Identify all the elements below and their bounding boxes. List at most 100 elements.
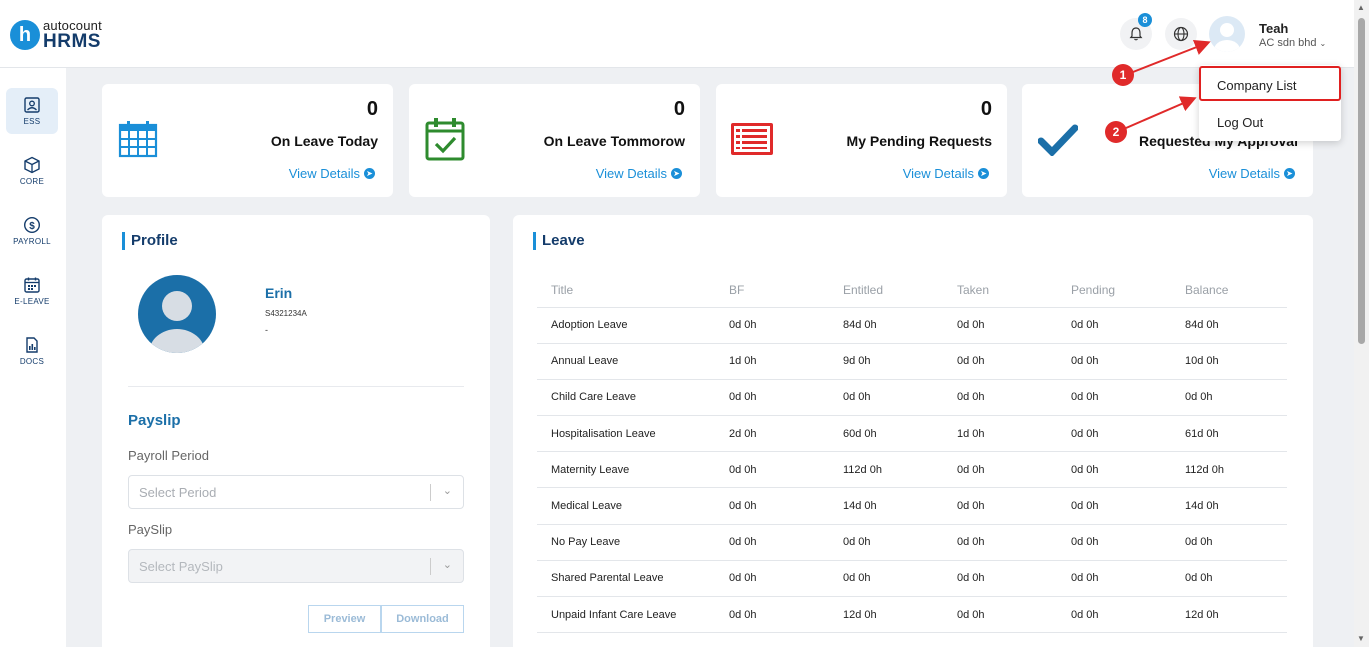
leave-value-cell: 61d 0h [1171, 415, 1287, 453]
stat-card-pending-requests: 0 My Pending Requests View Details ➤ [716, 84, 1007, 197]
download-button[interactable]: Download [381, 605, 464, 633]
leave-value-cell: 0d 0h [715, 524, 829, 561]
sidebar-label: E-LEAVE [14, 297, 50, 306]
leave-value-cell: 112d 0h [1171, 451, 1287, 489]
leave-value-cell: 2d 0h [715, 415, 829, 453]
chevron-down-icon: ⌄ [1319, 39, 1327, 48]
user-company[interactable]: AC sdn bhd ⌄ [1259, 37, 1326, 49]
docs-icon [26, 337, 38, 353]
view-details-label: View Details [902, 166, 974, 181]
divider [128, 386, 464, 387]
leave-value-cell: 0d 0h [1057, 524, 1171, 561]
leave-value-cell: 0d 0h [1171, 379, 1287, 417]
svg-text:$: $ [29, 221, 35, 232]
table-row: Unpaid Infant Care Leave 0d 0h 12d 0h 0d 0h… [537, 596, 1287, 634]
stat-title: On Leave Tommorow [543, 133, 685, 149]
leave-value-cell: 0d 0h [943, 487, 1057, 525]
page-scrollbar[interactable]: ▲ ▼ [1354, 0, 1369, 647]
stat-title: On Leave Today [270, 133, 378, 149]
leave-type-cell: Medical Leave [537, 487, 715, 525]
select-separator [430, 558, 431, 575]
user-avatar[interactable] [1209, 16, 1245, 52]
select-placeholder: Select Period [139, 485, 217, 500]
leave-value-cell: 0d 0h [943, 307, 1057, 344]
sidebar-item-payroll[interactable]: $ PAYROLL [6, 208, 58, 254]
arrow-1 [1132, 39, 1211, 73]
sidebar-item-docs[interactable]: DOCS [6, 328, 58, 374]
leave-value-cell: 0d 0h [715, 451, 829, 489]
leave-value-cell: 0d 0h [943, 343, 1057, 380]
leave-value-cell: 1d 0h [943, 415, 1057, 453]
arrow-right-icon: ➤ [978, 168, 989, 179]
user-company-label: AC sdn bhd [1259, 37, 1317, 49]
core-icon [24, 156, 40, 174]
leave-card: Leave Title BF Entitled Taken Pending Ba… [513, 215, 1313, 647]
sidebar-label: DOCS [19, 357, 45, 366]
column-header: Title [537, 273, 715, 308]
scroll-down-icon[interactable]: ▼ [1357, 634, 1365, 643]
leave-value-cell: 10d 0h [1171, 343, 1287, 380]
app-logo[interactable]: h autocount HRMS [10, 19, 102, 51]
chevron-down-icon: ⌄ [442, 485, 452, 497]
select-separator [430, 484, 431, 501]
leave-value-cell: 84d 0h [1171, 307, 1287, 344]
sidebar-item-ess[interactable]: ESS [6, 88, 58, 134]
scroll-up-icon[interactable]: ▲ [1357, 3, 1365, 12]
leave-value-cell: 0d 0h [1057, 307, 1171, 344]
view-details-link[interactable]: View Details ➤ [596, 166, 682, 181]
notification-button[interactable]: 8 [1120, 13, 1152, 50]
arrow-right-icon: ➤ [364, 168, 375, 179]
scroll-thumb[interactable] [1358, 18, 1365, 344]
leave-type-cell: Unpaid Infant Care Leave [537, 596, 715, 634]
stat-icon-wrap [425, 117, 465, 166]
view-details-link[interactable]: View Details ➤ [903, 166, 989, 181]
leave-value-cell: 0d 0h [1057, 560, 1171, 598]
callout-1: 1 [1112, 64, 1134, 86]
table-row: Shared Parental Leave 0d 0h 0d 0h 0d 0h 0d 0… [537, 560, 1287, 598]
leave-value-cell: 0d 0h [943, 524, 1057, 561]
leave-value-cell: 1d 0h [715, 343, 829, 380]
leave-value-cell: 9d 0h [829, 343, 943, 380]
view-details-label: View Details [1208, 166, 1280, 181]
leave-value-cell: 0d 0h [1057, 379, 1171, 417]
menu-item-company-list[interactable]: Company List [1217, 78, 1297, 93]
menu-item-log-out[interactable]: Log Out [1217, 115, 1264, 130]
leave-table-body: Adoption Leave 0d 0h 84d 0h 0d 0h 0d 0h 84d 0… [537, 307, 1287, 634]
leave-type-cell: Maternity Leave [537, 451, 715, 489]
leave-value-cell: 0d 0h [943, 379, 1057, 417]
sidebar-item-e-leave[interactable]: E-LEAVE [6, 268, 58, 314]
leave-section-title: Leave [533, 232, 585, 250]
leave-value-cell: 0d 0h [715, 379, 829, 417]
logo-bottom-text: HRMS [43, 31, 101, 52]
leave-value-cell: 0d 0h [715, 560, 829, 598]
notification-badge: 8 [1138, 13, 1152, 27]
payroll-period-select[interactable]: Select Period ⌄ [128, 475, 464, 509]
table-row: No Pay Leave 0d 0h 0d 0h 0d 0h 0d 0h 0d 0h [537, 524, 1287, 561]
arrow-2 [1125, 96, 1197, 129]
language-button[interactable] [1165, 18, 1197, 50]
payroll-icon: $ [23, 216, 41, 234]
leave-value-cell: 0d 0h [715, 596, 829, 634]
chevron-down-icon: ⌄ [442, 559, 452, 571]
sidebar-item-core[interactable]: CORE [6, 148, 58, 194]
view-details-link[interactable]: View Details ➤ [289, 166, 375, 181]
sidebar-label: ESS [23, 117, 41, 126]
payroll-period-label: Payroll Period [128, 448, 209, 463]
profile-card: Profile Erin S4321234A - Payslip Payroll… [102, 215, 490, 647]
payslip-label: PaySlip [128, 522, 173, 537]
leave-type-cell: Adoption Leave [537, 307, 715, 344]
top-header: h autocount HRMS 8 Teah AC sdn bhd ⌄ [0, 0, 1354, 68]
user-name[interactable]: Teah [1259, 21, 1289, 36]
stat-title: My Pending Requests [846, 133, 992, 149]
leave-value-cell: 0d 0h [1057, 487, 1171, 525]
table-row: Medical Leave 0d 0h 14d 0h 0d 0h 0d 0h 14d 0h [537, 487, 1287, 525]
logo-wordmark: autocount HRMS [43, 19, 102, 51]
sidebar-label: PAYROLL [13, 237, 51, 246]
column-header: Pending [1057, 273, 1171, 308]
payslip-select[interactable]: Select PaySlip ⌄ [128, 549, 464, 583]
leave-value-cell: 0d 0h [829, 379, 943, 417]
view-details-link[interactable]: View Details ➤ [1209, 166, 1295, 181]
leave-type-cell: Child Care Leave [537, 379, 715, 417]
preview-button[interactable]: Preview [308, 605, 381, 633]
